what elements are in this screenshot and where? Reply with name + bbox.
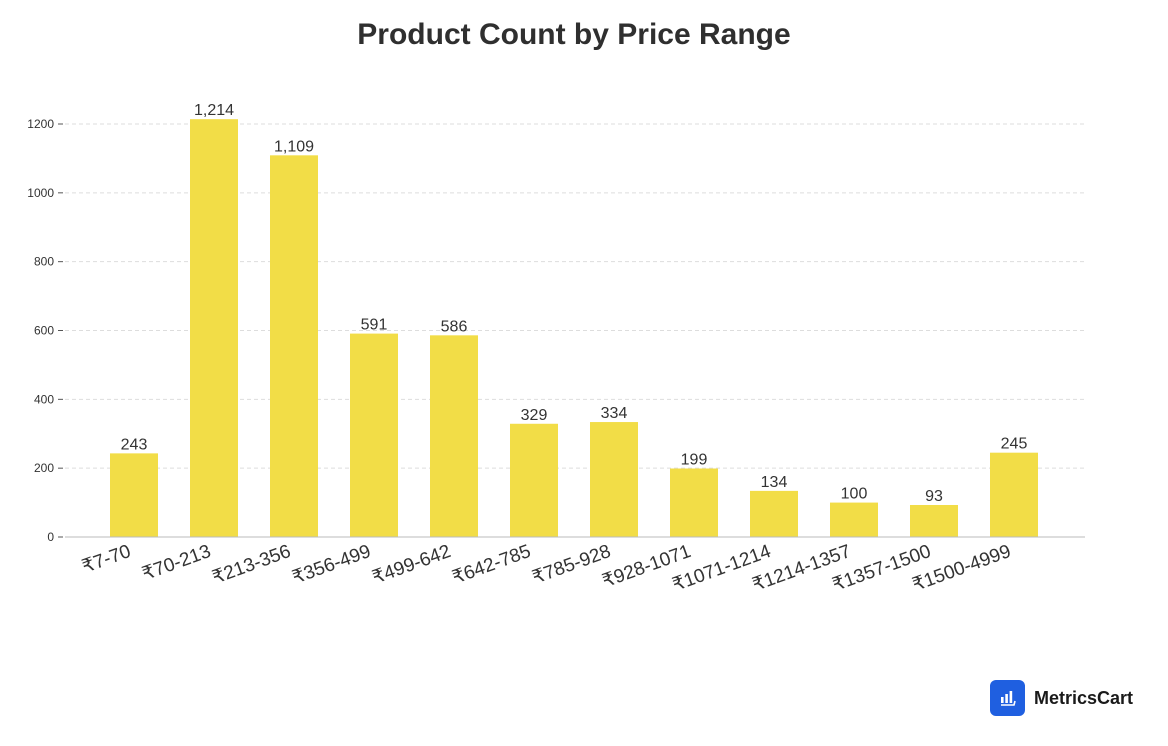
- x-tick-label: ₹642-785: [450, 541, 534, 589]
- bars: [110, 119, 1038, 538]
- bar: [510, 423, 558, 537]
- data-label: 199: [681, 452, 708, 469]
- bar: [830, 502, 878, 537]
- brand-name: MetricsCart: [1034, 687, 1134, 708]
- bar: [670, 468, 718, 537]
- y-tick-label: 1000: [27, 186, 54, 200]
- data-label: 93: [925, 488, 943, 505]
- y-tick-label: 1200: [27, 117, 54, 131]
- y-tick-label: 0: [47, 530, 54, 544]
- data-label: 100: [841, 486, 868, 503]
- x-axis-ticks: ₹7-70 ₹70-213₹213-356₹356-499₹499-642₹642…: [79, 541, 1013, 596]
- bar: [750, 490, 798, 537]
- data-label: 334: [601, 405, 628, 422]
- bar-chart-logo-icon: [990, 680, 1025, 716]
- bar: [590, 422, 638, 537]
- y-tick-label: 600: [34, 324, 54, 338]
- x-tick-label: ₹356-499: [290, 541, 374, 589]
- bar: [990, 452, 1038, 537]
- data-label: 329: [521, 407, 548, 424]
- brand-logo: MetricsCart: [990, 680, 1133, 716]
- y-axis-ticks: 0 200 400 600 800 1000 1200: [27, 117, 63, 544]
- x-tick-label: ₹7-70: [79, 541, 133, 578]
- x-tick-label: ₹785-928: [530, 541, 614, 589]
- data-label: 245: [1001, 436, 1028, 453]
- bar: [190, 119, 238, 537]
- bar: [430, 335, 478, 537]
- data-label: 591: [361, 317, 388, 334]
- data-label: 1,109: [274, 138, 314, 155]
- bar: [110, 453, 158, 537]
- y-tick-label: 800: [34, 255, 54, 269]
- data-labels: 243 1,214 1,109 591 586 329 334 199 134 100 93 245: [121, 102, 1028, 505]
- x-tick-label: ₹213-356: [210, 541, 294, 589]
- y-tick-label: 400: [34, 392, 54, 406]
- bar: [910, 504, 958, 537]
- data-label: 134: [761, 474, 788, 491]
- x-tick-label: ₹70-213: [140, 541, 214, 585]
- y-tick-label: 200: [34, 461, 54, 475]
- x-tick-label: ₹499-642: [370, 541, 454, 589]
- chart-title: Product Count by Price Range: [357, 18, 791, 51]
- data-label: 1,214: [194, 102, 234, 119]
- bar: [270, 155, 318, 538]
- bar: [350, 333, 398, 537]
- data-label: 586: [441, 318, 468, 335]
- data-label: 243: [121, 436, 148, 453]
